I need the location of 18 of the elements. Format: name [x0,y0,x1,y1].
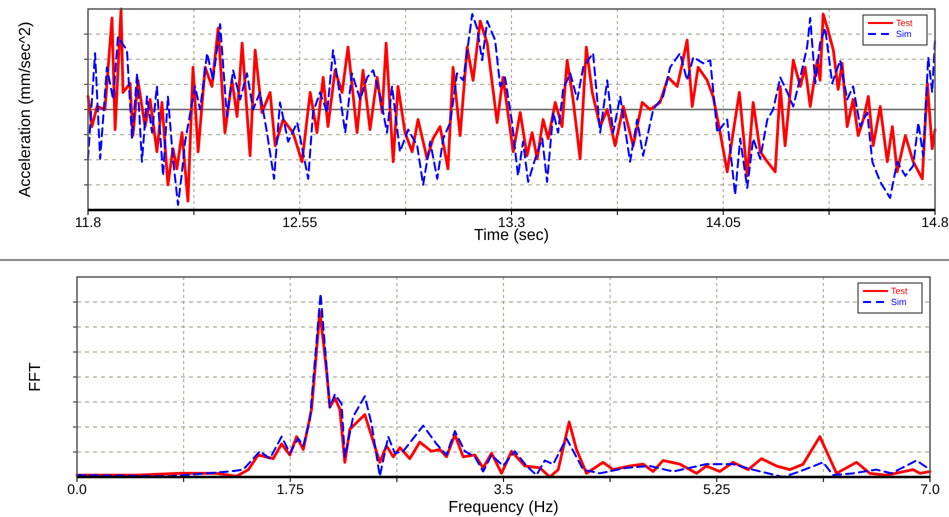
x-tick-label: 5.25 [703,481,731,497]
legend-label: Test [896,18,914,28]
legend-label: Sim [896,29,912,39]
x-axis-title: Frequency (Hz) [448,499,559,516]
x-tick-label: 11.8 [74,214,102,230]
x-tick-label: 1.75 [276,481,304,497]
x-tick-label: 3.5 [494,481,514,497]
x-tick-label: 13.3 [498,214,526,230]
legend-label: Sim [891,297,906,307]
legend-label: Test [891,286,908,296]
x-tick-label: 14.8 [921,214,949,230]
x-axis-title: Time (sec) [474,227,549,244]
x-tick-label: 14.05 [706,214,741,230]
y-axis-title: FFT [27,362,44,392]
x-tick-label: 12.55 [282,214,318,230]
x-tick-label: 0.0 [67,481,87,497]
y-axis-title: Acceleration (mm/sec^2) [17,22,34,198]
x-tick-label: 7.0 [920,481,940,497]
